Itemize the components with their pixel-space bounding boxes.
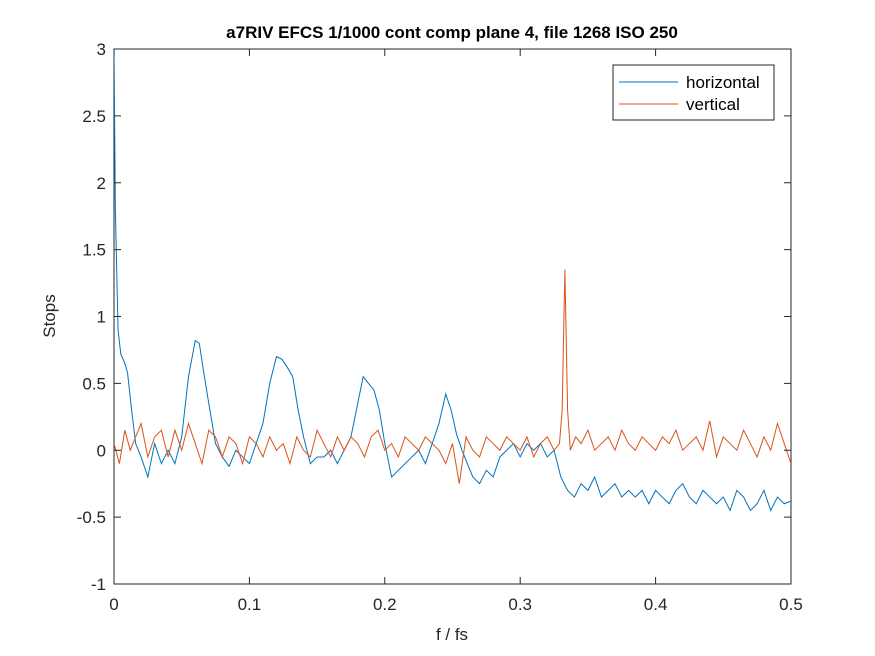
chart-title: a7RIV EFCS 1/1000 cont comp plane 4, fil… bbox=[226, 23, 678, 42]
x-axis: 0 0.1 0.2 0.3 0.4 0.5 bbox=[109, 49, 803, 614]
series-layer bbox=[114, 49, 791, 512]
y-tick-label: 1.5 bbox=[82, 241, 106, 260]
plot-area bbox=[113, 48, 792, 585]
y-tick-label: 1 bbox=[97, 308, 106, 327]
legend-label: vertical bbox=[686, 95, 740, 114]
y-tick-label: 2 bbox=[97, 174, 106, 193]
x-tick-label: 0.1 bbox=[238, 595, 262, 614]
y-tick-label: 0.5 bbox=[82, 374, 106, 393]
x-tick-label: 0.2 bbox=[373, 595, 397, 614]
y-axis-label: Stops bbox=[40, 294, 59, 337]
y-tick-label: 0 bbox=[97, 441, 106, 460]
x-axis-label: f / fs bbox=[436, 625, 468, 644]
x-tick-label: 0 bbox=[109, 595, 118, 614]
y-tick-label: -0.5 bbox=[77, 508, 106, 527]
legend: horizontal vertical bbox=[612, 64, 775, 121]
series-line-vertical bbox=[114, 269, 791, 484]
y-tick-label: 2.5 bbox=[82, 107, 106, 126]
x-tick-label: 0.4 bbox=[644, 595, 668, 614]
y-axis: -1 -0.5 0 0.5 1 1.5 2 2.5 3 bbox=[77, 40, 791, 594]
x-tick-label: 0.3 bbox=[508, 595, 532, 614]
legend-label: horizontal bbox=[686, 73, 760, 92]
legend-box bbox=[612, 64, 775, 121]
y-tick-label: 3 bbox=[97, 40, 106, 59]
x-tick-label: 0.5 bbox=[779, 595, 803, 614]
y-tick-label: -1 bbox=[91, 575, 106, 594]
